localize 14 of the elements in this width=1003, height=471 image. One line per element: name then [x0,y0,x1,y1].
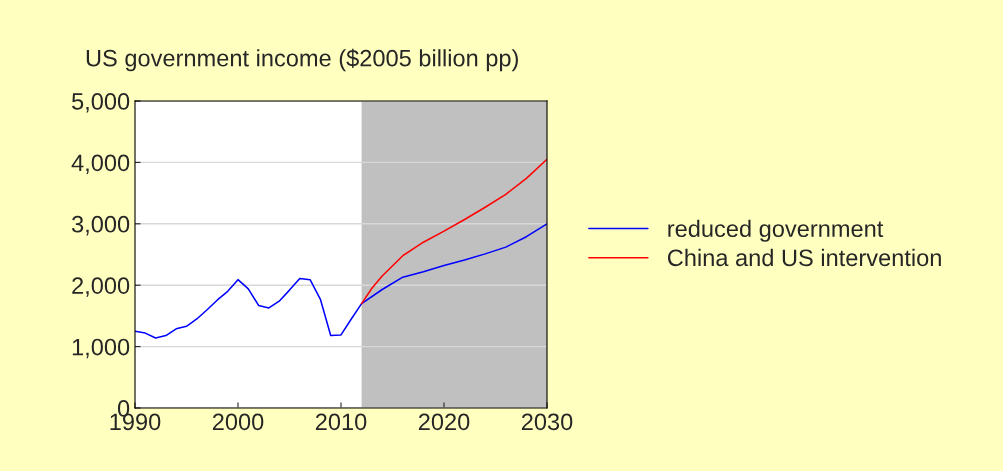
y-tick-label: 2,000 [72,277,130,297]
line-series [360,158,547,305]
x-tick-label: 2030 [521,413,573,431]
line-series [135,223,547,339]
chart-title: US government income ($2005 billion pp) [86,48,518,72]
x-tick-label: 2010 [315,413,367,431]
legend-label: reduced government [668,219,884,242]
y-tick-label: 1,000 [72,338,130,359]
y-tick-label: 4,000 [71,154,130,174]
x-tick-label: 2020 [418,413,470,431]
legend-label: China and US intervention [667,248,941,267]
y-tick-label: 3,000 [71,215,130,236]
y-tick-label: 5,000 [72,93,130,113]
x-tick-label: 2000 [212,413,264,431]
